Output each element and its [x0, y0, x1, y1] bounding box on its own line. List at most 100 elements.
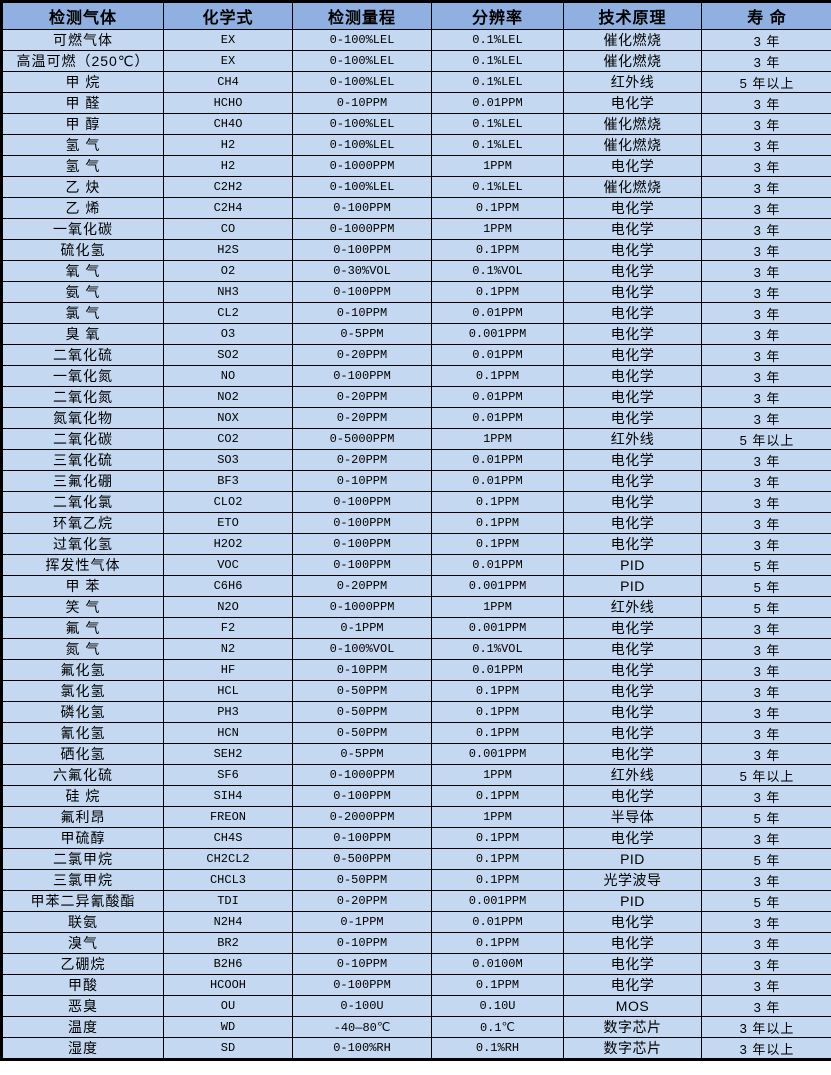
cell-technical-principle: 半导体 [563, 806, 702, 828]
cell-lifetime: 3 年 [701, 407, 831, 429]
cell-gas-name: 氢 气 [2, 134, 164, 156]
cell-technical-principle: 催化燃烧 [563, 50, 702, 72]
cell-chemical-formula: TDI [163, 890, 293, 912]
cell-technical-principle: 电化学 [563, 680, 702, 702]
cell-lifetime: 3 年 [701, 659, 831, 681]
cell-gas-name: 乙硼烷 [2, 953, 164, 975]
cell-gas-name: 环氧乙烷 [2, 512, 164, 534]
cell-detection-range: 0-50PPM [292, 722, 432, 744]
cell-lifetime: 3 年以上 [701, 1037, 831, 1059]
table-row: 甲 醛 HCHO 0-10PPM 0.01PPM 电化学 3 年 [2, 92, 831, 114]
cell-chemical-formula: BF3 [163, 470, 293, 492]
cell-detection-range: 0-100PPM [292, 365, 432, 387]
cell-detection-range: 0-20PPM [292, 386, 432, 408]
cell-resolution: 0.1℃ [431, 1016, 564, 1038]
cell-lifetime: 3 年 [701, 470, 831, 492]
cell-gas-name: 六氟化硫 [2, 764, 164, 786]
table-row: 氟化氢 HF 0-10PPM 0.01PPM 电化学 3 年 [2, 659, 831, 681]
table-row: 二氧化氮 NO2 0-20PPM 0.01PPM 电化学 3 年 [2, 386, 831, 408]
table-row: 氯化氢 HCL 0-50PPM 0.1PPM 电化学 3 年 [2, 680, 831, 702]
cell-gas-name: 甲 烷 [2, 71, 164, 93]
cell-lifetime: 3 年 [701, 176, 831, 198]
cell-lifetime: 3 年 [701, 869, 831, 891]
cell-technical-principle: 红外线 [563, 428, 702, 450]
cell-chemical-formula: HCHO [163, 92, 293, 114]
cell-chemical-formula: EX [163, 50, 293, 72]
cell-lifetime: 3 年 [701, 533, 831, 555]
cell-technical-principle: PID [563, 554, 702, 576]
cell-detection-range: 0-100%LEL [292, 29, 432, 51]
cell-lifetime: 3 年 [701, 743, 831, 765]
cell-gas-name: 甲 苯 [2, 575, 164, 597]
cell-gas-name: 恶臭 [2, 995, 164, 1017]
cell-lifetime: 5 年 [701, 575, 831, 597]
cell-technical-principle: 电化学 [563, 365, 702, 387]
cell-lifetime: 5 年以上 [701, 71, 831, 93]
cell-resolution: 0.01PPM [431, 344, 564, 366]
table-row: 乙硼烷 B2H6 0-10PPM 0.0100M 电化学 3 年 [2, 953, 831, 975]
cell-technical-principle: 电化学 [563, 407, 702, 429]
cell-gas-name: 氢 气 [2, 155, 164, 177]
cell-detection-range: 0-100%LEL [292, 71, 432, 93]
cell-gas-name: 氟 气 [2, 617, 164, 639]
cell-technical-principle: 电化学 [563, 512, 702, 534]
cell-chemical-formula: OU [163, 995, 293, 1017]
cell-lifetime: 3 年 [701, 323, 831, 345]
cell-detection-range: 0-100PPM [292, 785, 432, 807]
table-row: 氧 气 O2 0-30%VOL 0.1%VOL 电化学 3 年 [2, 260, 831, 282]
table-row: 氨 气 NH3 0-100PPM 0.1PPM 电化学 3 年 [2, 281, 831, 303]
table-header-row: 检测气体 化学式 检测量程 分辨率 技术原理 寿 命 [2, 2, 831, 30]
cell-chemical-formula: WD [163, 1016, 293, 1038]
table-row: 一氧化碳 CO 0-1000PPM 1PPM 电化学 3 年 [2, 218, 831, 240]
cell-lifetime: 3 年 [701, 197, 831, 219]
cell-gas-name: 三氯甲烷 [2, 869, 164, 891]
cell-lifetime: 3 年 [701, 722, 831, 744]
table-row: 甲苯二异氰酸酯 TDI 0-20PPM 0.001PPM PID 5 年 [2, 890, 831, 912]
cell-resolution: 0.1PPM [431, 491, 564, 513]
cell-lifetime: 3 年 [701, 302, 831, 324]
cell-resolution: 0.1PPM [431, 701, 564, 723]
cell-technical-principle: 电化学 [563, 302, 702, 324]
cell-detection-range: 0-100%LEL [292, 134, 432, 156]
cell-chemical-formula: FREON [163, 806, 293, 828]
cell-resolution: 0.01PPM [431, 386, 564, 408]
cell-lifetime: 3 年 [701, 512, 831, 534]
column-header-chemical-formula: 化学式 [163, 2, 293, 30]
cell-chemical-formula: N2H4 [163, 911, 293, 933]
cell-resolution: 0.01PPM [431, 302, 564, 324]
cell-resolution: 1PPM [431, 764, 564, 786]
cell-lifetime: 3 年 [701, 134, 831, 156]
cell-detection-range: 0-5PPM [292, 743, 432, 765]
table-row: 硫化氢 H2S 0-100PPM 0.1PPM 电化学 3 年 [2, 239, 831, 261]
cell-technical-principle: 电化学 [563, 239, 702, 261]
cell-lifetime: 3 年 [701, 29, 831, 51]
cell-resolution: 0.1%LEL [431, 113, 564, 135]
cell-technical-principle: 电化学 [563, 470, 702, 492]
cell-lifetime: 3 年 [701, 239, 831, 261]
cell-detection-range: 0-10PPM [292, 470, 432, 492]
cell-chemical-formula: HCL [163, 680, 293, 702]
cell-chemical-formula: N2O [163, 596, 293, 618]
cell-gas-name: 二氧化氮 [2, 386, 164, 408]
cell-technical-principle: 电化学 [563, 449, 702, 471]
cell-detection-range: -40—80℃ [292, 1016, 432, 1038]
cell-technical-principle: 电化学 [563, 953, 702, 975]
cell-detection-range: 0-10PPM [292, 92, 432, 114]
cell-technical-principle: 电化学 [563, 344, 702, 366]
cell-gas-name: 硒化氢 [2, 743, 164, 765]
cell-detection-range: 0-500PPM [292, 848, 432, 870]
cell-resolution: 0.1PPM [431, 869, 564, 891]
cell-technical-principle: 红外线 [563, 71, 702, 93]
cell-technical-principle: 电化学 [563, 722, 702, 744]
cell-lifetime: 3 年 [701, 113, 831, 135]
cell-chemical-formula: CH2CL2 [163, 848, 293, 870]
table-row: 甲硫醇 CH4S 0-100PPM 0.1PPM 电化学 3 年 [2, 827, 831, 849]
table-row: 硒化氢 SEH2 0-5PPM 0.001PPM 电化学 3 年 [2, 743, 831, 765]
cell-lifetime: 3 年 [701, 785, 831, 807]
cell-resolution: 0.1%LEL [431, 134, 564, 156]
cell-chemical-formula: BR2 [163, 932, 293, 954]
cell-gas-name: 臭 氧 [2, 323, 164, 345]
cell-chemical-formula: ETO [163, 512, 293, 534]
cell-detection-range: 0-30%VOL [292, 260, 432, 282]
cell-lifetime: 3 年 [701, 449, 831, 471]
